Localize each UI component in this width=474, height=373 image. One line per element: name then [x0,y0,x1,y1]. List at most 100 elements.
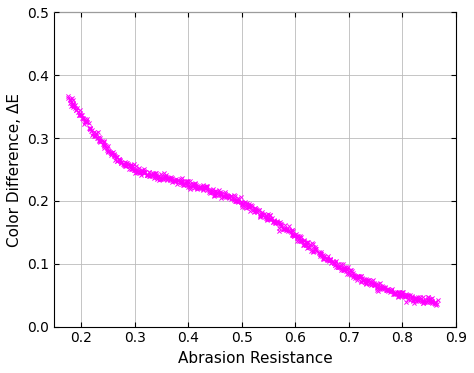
Point [412,295,420,301]
Point [209,186,217,192]
Point [273,219,281,225]
Point [155,177,163,183]
Point [428,300,436,306]
Point [190,181,197,187]
Point [334,264,342,270]
Point [280,225,288,231]
Point [144,172,151,178]
Point [82,118,90,124]
Point [177,179,185,185]
Point [123,163,130,169]
Point [197,185,204,191]
Point [401,294,409,300]
Point [138,167,146,173]
Point [164,175,172,181]
Point [199,184,207,190]
Point [101,142,109,148]
Point [231,198,239,204]
Point [326,256,334,262]
Point [168,177,176,183]
Point [412,298,419,304]
Point [90,129,98,135]
Point [130,167,138,173]
Point [365,277,372,283]
Point [245,201,253,207]
Point [66,97,73,103]
Point [134,168,141,174]
Point [329,258,337,264]
Point [331,262,338,268]
Point [354,273,362,279]
Point [312,246,319,252]
Point [156,176,164,182]
Point [311,246,319,252]
Point [270,218,277,224]
Point [335,264,343,270]
Point [147,171,155,177]
Point [246,203,253,209]
Point [70,104,77,110]
Point [273,220,281,226]
Point [122,160,129,166]
Point [66,96,74,102]
Point [180,182,188,188]
Point [424,294,431,300]
Point [198,184,205,189]
Point [104,147,111,153]
Point [79,112,86,118]
Point [428,298,436,304]
Point [432,302,440,308]
Point [395,289,403,295]
Point [349,274,356,280]
Point [287,229,294,235]
Point [241,199,248,205]
Point [121,163,129,169]
Point [272,220,279,226]
Point [69,101,76,107]
Point [196,184,204,189]
Point [152,174,159,180]
Point [238,199,246,205]
Point [133,169,141,175]
Point [213,189,221,195]
Point [163,175,170,181]
Point [412,296,420,302]
Point [113,158,121,164]
Point [172,178,180,184]
Point [292,231,300,236]
Point [269,219,277,225]
Point [108,150,115,156]
Point [237,199,245,205]
Point [395,289,402,295]
Point [264,216,271,222]
Point [420,299,428,305]
Point [86,125,93,131]
Point [123,160,131,166]
Point [104,148,112,154]
Point [294,233,301,239]
Point [280,226,288,232]
Point [212,188,220,194]
Point [382,287,390,293]
Point [345,269,353,275]
Point [243,201,250,207]
Point [283,227,291,233]
Point [217,195,225,201]
Point [149,170,157,176]
Point [179,182,186,188]
Point [256,213,264,219]
Point [431,300,439,306]
Point [86,125,94,131]
Point [95,138,103,144]
Point [211,188,219,194]
Point [279,226,286,232]
Point [232,198,240,204]
Point [118,159,125,165]
Point [414,298,421,304]
Point [227,196,235,202]
Point [225,194,233,200]
Point [343,264,350,270]
Point [99,141,106,147]
Point [159,175,167,181]
Point [96,134,103,140]
